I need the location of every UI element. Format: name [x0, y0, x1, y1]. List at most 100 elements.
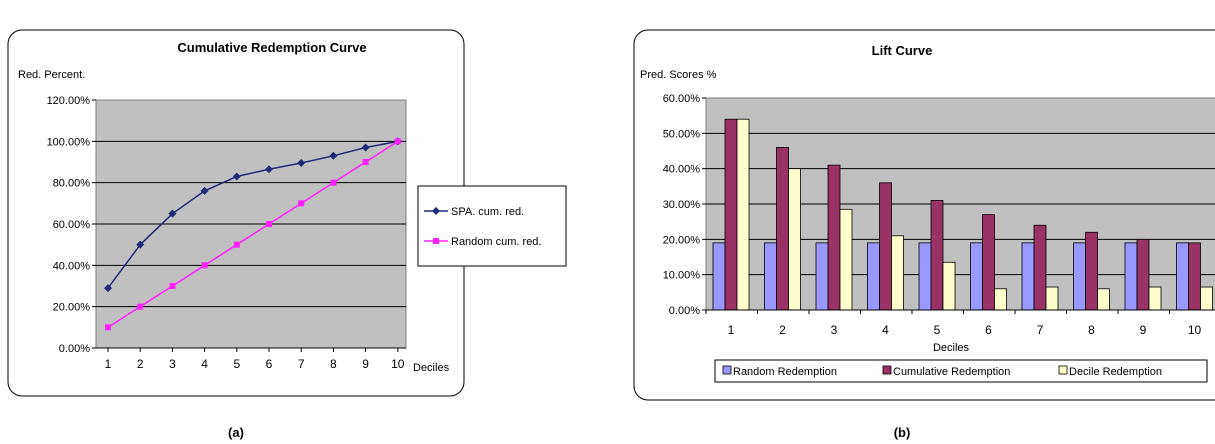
chart-b-legend — [714, 359, 1208, 383]
chart-b-bar — [788, 168, 801, 311]
chart-a-point — [105, 324, 111, 331]
chart-b-xtick-label: 1 — [728, 323, 735, 337]
chart-a-point — [200, 186, 209, 195]
chart-b-ytick-label: 0.00% — [669, 305, 700, 317]
chart-b-bar — [712, 242, 726, 311]
chart-a-xtick-label: 1 — [105, 357, 112, 371]
chart-b-bar — [827, 164, 841, 311]
chart-b-bar — [1073, 242, 1086, 311]
chart-b-bar — [1136, 238, 1150, 311]
chart-b-bar — [1097, 288, 1110, 311]
chart-b-bar — [1200, 286, 1213, 311]
chart-a-xtick-label: 2 — [137, 357, 144, 371]
chart-b-bar — [918, 242, 932, 311]
chart-a-xtick-label: 6 — [266, 357, 273, 371]
chart-a-title: Cumulative Redemption Curve — [177, 40, 366, 55]
chart-a-y-axis: 0.00% 20.00% 40.00% 60.00% 80.00% 100.00% 120.… — [47, 95, 406, 355]
chart-a-legend-label: Random cum. red. — [451, 236, 541, 248]
chart-b-bar — [1033, 224, 1047, 311]
chart-a-point — [362, 159, 369, 165]
chart-b-bar — [994, 288, 1007, 311]
chart-a-xtick-label: 10 — [391, 357, 405, 371]
chart-a-legend-label: SPA. cum. red. — [451, 206, 524, 218]
chart-a-point — [233, 241, 240, 248]
chart-a-ytick-label: 0.00% — [59, 343, 90, 355]
chart-a-xtick-label: 8 — [330, 357, 337, 371]
chart-a-legend-frame — [417, 185, 567, 267]
chart-b-xtick-label: 8 — [1088, 323, 1095, 337]
chart-b-bar — [891, 235, 904, 311]
chart-b-bar — [1124, 242, 1138, 311]
chart-a-point — [266, 221, 272, 227]
chart-b-bar — [1176, 242, 1189, 311]
chart-a-point — [137, 303, 144, 310]
chart-b-bar — [776, 147, 789, 311]
chart-a-point — [136, 240, 145, 249]
chart-a-point — [394, 138, 401, 145]
chart-b-bar — [736, 118, 750, 311]
chart-b-legend-swatch — [882, 365, 892, 375]
chart-b-legend-label: Cumulative Redemption — [893, 366, 1010, 378]
chart-b-ytick-label: 20.00% — [663, 234, 701, 246]
chart-a-ytick-label: 20.00% — [53, 302, 91, 314]
chart-b-bar — [724, 118, 738, 311]
chart-a-point — [201, 262, 208, 269]
chart-b-bar — [839, 208, 853, 311]
chart-a-ytick-label: 40.00% — [53, 260, 91, 272]
chart-b-bar — [970, 242, 983, 311]
chart-b-ytick-label: 60.00% — [663, 93, 701, 105]
chart-b-ytick-label: 40.00% — [663, 164, 701, 176]
chart-b-legend-box: Random Redemption Cumulative Redemption De… — [722, 365, 1162, 378]
chart-a-x-axis: 1 2 3 4 5 6 7 8 9 10 — [105, 348, 405, 371]
chart-b-bar — [1148, 286, 1162, 311]
chart-b-bar — [1021, 242, 1035, 311]
chart-b-bar — [1085, 231, 1098, 311]
chart-a-xtick-label: 7 — [298, 357, 305, 371]
chart-a-point — [168, 209, 177, 218]
chart-b-xtick-label: 6 — [985, 323, 992, 337]
chart-b-legend-label: Random Redemption — [733, 366, 837, 378]
chart-b-xlabel: Deciles — [933, 342, 970, 354]
chart-a-point — [104, 284, 112, 293]
chart-b-bars — [712, 118, 1213, 311]
chart-a-ytick-label: 120.00% — [47, 95, 91, 107]
chart-a-series-line-2 — [107, 140, 399, 328]
chart-b-bar — [942, 261, 956, 311]
chart-a-xtick-label: 9 — [362, 357, 369, 371]
chart-b-bar — [930, 200, 944, 311]
chart-a-point — [232, 172, 241, 181]
chart-a-point — [298, 200, 305, 207]
chart-b-bar — [1045, 286, 1059, 311]
chart-b-bar — [764, 242, 777, 311]
chart-a-point — [329, 151, 338, 160]
chart-b-xtick-label: 7 — [1037, 323, 1044, 337]
chart-b-bar — [1188, 242, 1201, 311]
chart-a-legend-marker — [433, 238, 439, 244]
chart-b-xtick-label: 2 — [779, 323, 786, 337]
chart-b-legend-swatch — [722, 365, 732, 375]
chart-b-y-axis: 0.00% 10.00% 20.00% 30.00% 40.00% 50.00% 60.00… — [663, 93, 706, 317]
chart-b-bar — [982, 214, 995, 311]
caption-b: (b) — [894, 425, 911, 440]
chart-a-series — [104, 137, 402, 331]
chart-a-legend-box: SPA. cum. red. Random cum. red. — [417, 185, 567, 267]
chart-b-ytick-label: 10.00% — [663, 270, 701, 282]
chart-a-ytick-label: 100.00% — [47, 136, 91, 148]
chart-b-xtick-label: 5 — [934, 323, 941, 337]
chart-b-ytick-label: 30.00% — [663, 199, 701, 211]
chart-b-xtick-label: 9 — [1140, 323, 1147, 337]
chart-b-xtick-label: 3 — [831, 323, 838, 337]
chart-b-title: Lift Curve — [872, 43, 933, 58]
chart-a-gridlines — [96, 140, 406, 308]
chart-b-xtick-label: 4 — [882, 323, 889, 337]
chart-b-legend-swatch — [1058, 365, 1068, 375]
chart-a-ylabel: Red. Percent. — [18, 69, 85, 81]
caption-a: (a) — [228, 425, 244, 440]
chart-a-xlabel: Deciles — [413, 362, 450, 374]
chart-b-bar — [815, 242, 829, 311]
chart-a-point — [169, 283, 176, 289]
chart-b-legend-label: Decile Redemption — [1069, 366, 1162, 378]
chart-a-ytick-label: 80.00% — [53, 178, 91, 190]
chart-b-ylabel: Pred. Scores % — [640, 69, 717, 81]
